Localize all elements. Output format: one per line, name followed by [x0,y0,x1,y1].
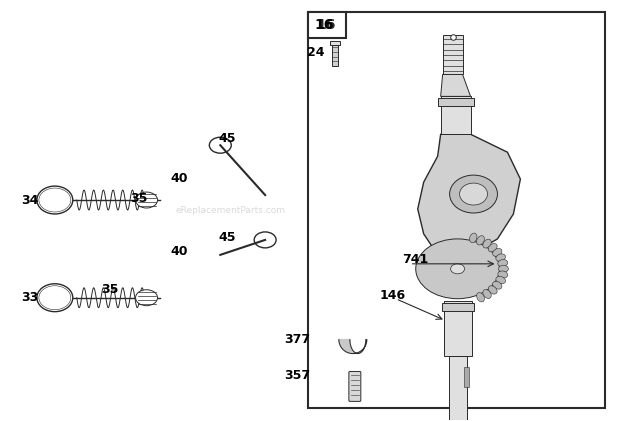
Bar [444,301,472,355]
Bar [464,368,469,387]
Text: 45: 45 [218,132,236,145]
Ellipse shape [489,286,497,294]
Ellipse shape [493,248,502,256]
Ellipse shape [498,265,508,272]
Text: 40: 40 [170,172,188,184]
Ellipse shape [254,232,276,248]
Text: 16: 16 [314,18,334,32]
Ellipse shape [459,183,487,205]
Ellipse shape [136,192,157,208]
Text: 16: 16 [316,18,335,32]
Ellipse shape [496,254,505,261]
Text: eReplacementParts.com: eReplacementParts.com [175,205,285,215]
Text: 35: 35 [131,192,148,205]
Ellipse shape [483,290,491,298]
Bar [441,96,471,134]
Ellipse shape [37,284,73,312]
Polygon shape [339,340,367,354]
Ellipse shape [210,137,231,153]
Text: 40: 40 [170,245,188,258]
Ellipse shape [498,260,508,266]
Bar [449,355,467,420]
Ellipse shape [498,271,508,278]
Polygon shape [443,35,463,75]
Text: 146: 146 [380,289,406,302]
Text: 34: 34 [21,194,38,207]
Text: 357: 357 [284,369,310,382]
Bar [308,12,346,37]
Bar [330,40,340,45]
Bar [332,45,338,67]
Text: 377: 377 [284,333,310,346]
Ellipse shape [451,264,464,274]
Text: 35: 35 [100,283,118,296]
Text: 741: 741 [402,253,428,266]
Ellipse shape [489,243,497,252]
Ellipse shape [136,290,157,306]
Ellipse shape [450,175,497,213]
Ellipse shape [496,276,505,284]
Bar [441,303,474,311]
Bar [308,12,605,408]
Ellipse shape [477,293,484,302]
Ellipse shape [477,236,484,245]
Ellipse shape [483,239,491,248]
Polygon shape [441,75,471,96]
Text: 24: 24 [307,46,324,59]
Text: 33: 33 [21,291,38,304]
Bar [438,99,474,107]
Ellipse shape [37,186,73,214]
Ellipse shape [469,233,477,243]
Polygon shape [418,134,520,262]
Ellipse shape [416,239,500,299]
Ellipse shape [493,281,502,289]
FancyBboxPatch shape [349,371,361,401]
Text: 45: 45 [218,232,236,245]
